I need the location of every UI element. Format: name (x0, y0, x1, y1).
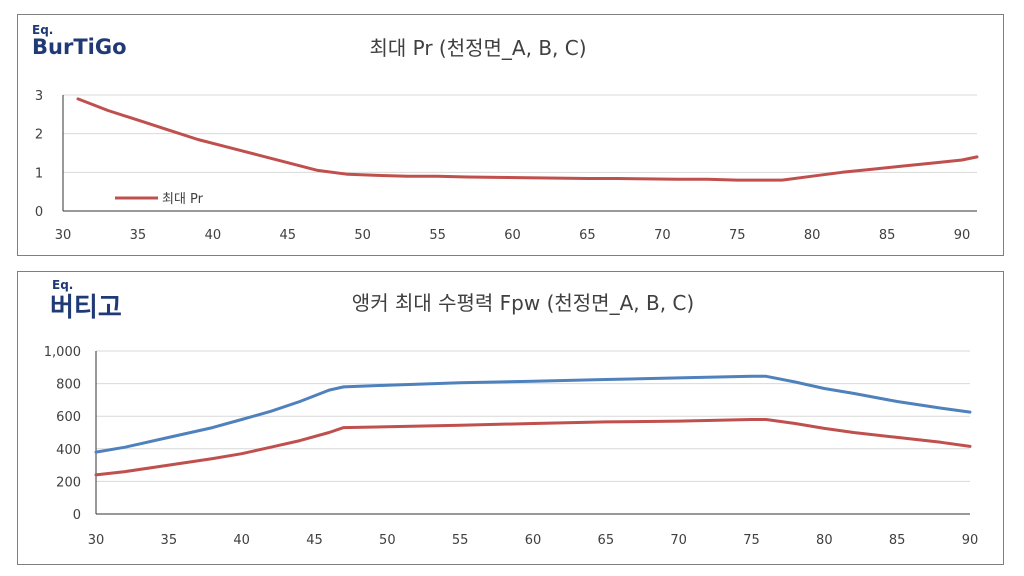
x-tick-label: 60 (504, 228, 521, 243)
logo-eq-label: Eq. (52, 278, 73, 292)
x-tick-label: 35 (161, 533, 178, 548)
x-tick-label: 40 (205, 228, 222, 243)
y-tick-label: 400 (56, 443, 81, 458)
pr-chart: Eq. BurTiGo 최대 Pr (천정면_A, B, C) 0 1 2 3 30 3… (32, 23, 979, 243)
x-tick-label: 45 (279, 228, 296, 243)
x-tick-label: 30 (55, 228, 72, 243)
chart-title: 앵커 최대 수평력 Fpw (천정면_A, B, C) (352, 291, 694, 315)
x-tick-label: 55 (429, 228, 446, 243)
x-tick-label: 50 (379, 533, 396, 548)
x-tick-label: 30 (88, 533, 105, 548)
y-tick-label: 3 (35, 89, 43, 104)
x-tick-label: 70 (670, 533, 687, 548)
x-tick-label: 45 (306, 533, 323, 548)
series-line-2 (94, 418, 972, 477)
x-tick-label: 35 (130, 228, 147, 243)
fpw-chart-panel: Eq. 버티고 앵커 최대 수평력 Fpw (천정면_A, B, C) 0 200… (17, 271, 1004, 565)
x-tick-label: 75 (729, 228, 746, 243)
x-tick-label: 55 (452, 533, 469, 548)
y-tick-label: 2 (35, 128, 43, 143)
x-tick-label: 40 (233, 533, 250, 548)
x-tick-label: 65 (579, 228, 596, 243)
x-tick-label: 80 (804, 228, 821, 243)
legend-label: 최대 Pr (162, 192, 204, 207)
y-tick-label: 1 (35, 166, 43, 181)
chart-title: 최대 Pr (천정면_A, B, C) (369, 36, 586, 60)
x-tick-label: 90 (954, 228, 971, 243)
y-tick-label: 0 (73, 508, 81, 523)
logo-eq-label: Eq. (32, 23, 53, 37)
x-tick-label: 90 (962, 533, 979, 548)
y-tick-label: 600 (56, 410, 81, 425)
y-tick-label: 0 (35, 205, 43, 220)
x-tick-label: 80 (816, 533, 833, 548)
x-tick-label: 70 (654, 228, 671, 243)
logo-vertigo: 버티고 (50, 293, 122, 323)
logo-burtigo: BurTiGo (32, 35, 127, 59)
x-tick-label: 85 (889, 533, 906, 548)
x-tick-label: 50 (354, 228, 371, 243)
x-tick-label: 60 (525, 533, 542, 548)
fpw-chart: Eq. 버티고 앵커 최대 수평력 Fpw (천정면_A, B, C) 0 200… (44, 278, 979, 548)
pr-chart-panel: Eq. BurTiGo 최대 Pr (천정면_A, B, C) 0 1 2 3 30 3… (17, 14, 1004, 256)
series-line-1 (94, 374, 972, 454)
y-tick-label: 800 (56, 378, 81, 393)
y-tick-label: 1,000 (44, 345, 81, 360)
x-tick-label: 65 (598, 533, 615, 548)
series-line-1 (76, 97, 979, 182)
y-tick-label: 200 (56, 475, 81, 490)
chart-legend: 최대 Pr (115, 192, 204, 207)
x-tick-label: 85 (879, 228, 896, 243)
x-tick-label: 75 (743, 533, 760, 548)
